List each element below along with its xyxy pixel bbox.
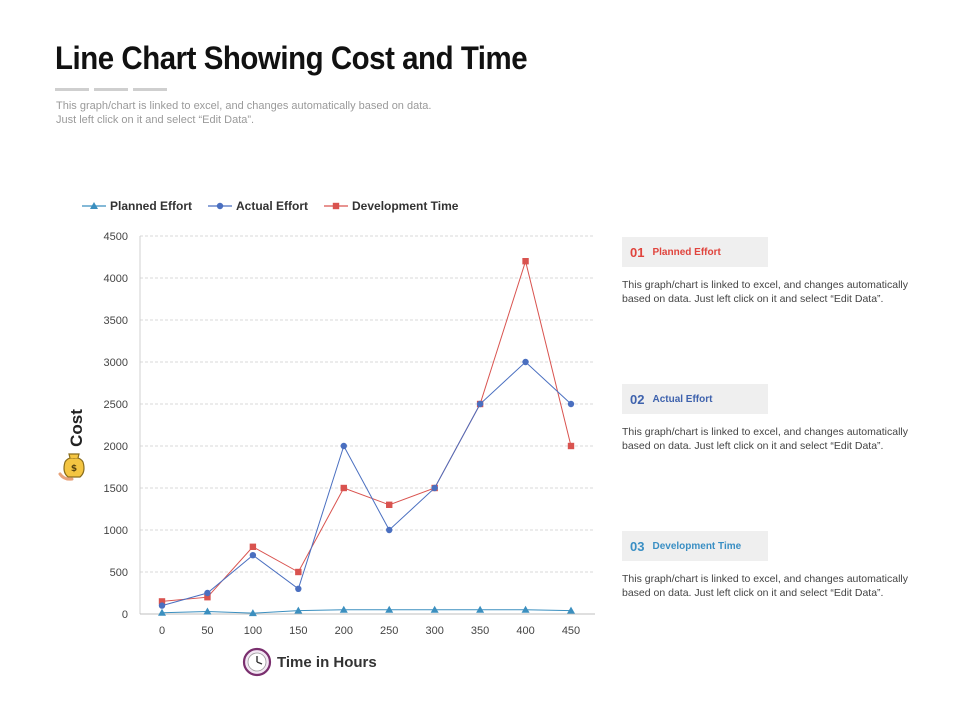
y-tick-label: 2000	[104, 441, 128, 453]
y-axis-label: Cost	[67, 409, 86, 447]
planned-effort-point	[203, 607, 212, 615]
chart-axes: 0 500 1000 1500 2000 2500 3000 3500 4000 4500 0 50 1…	[104, 231, 595, 637]
title-underline	[55, 88, 167, 91]
y-tick-label: 1500	[104, 483, 128, 495]
series-development-time	[158, 258, 575, 605]
legend-item-planned-effort: Planned Effort	[82, 199, 192, 213]
legend-item-development-time: Development Time	[324, 199, 459, 213]
planned-effort-point	[430, 605, 439, 613]
legend-marker	[216, 202, 224, 210]
note-title: Actual Effort	[652, 393, 713, 405]
note-header: 01 Planned Effort	[622, 237, 768, 267]
development-time-line	[161, 259, 572, 602]
note-header: 02 Actual Effort	[622, 384, 768, 414]
actual-effort-point	[295, 585, 302, 592]
y-tick-label: 4000	[104, 273, 128, 285]
y-tick-label: 4500	[104, 231, 128, 243]
legend-marker	[332, 202, 340, 210]
note-title: Development Time	[652, 540, 742, 552]
note-number: 03	[630, 538, 645, 554]
actual-effort-point	[522, 358, 529, 366]
note-text: This graph/chart is linked to excel, and…	[622, 279, 908, 305]
actual-effort-point	[386, 526, 393, 534]
subtitle-line-2: Just left click on it and select “Edit D…	[56, 114, 255, 126]
development-time-point	[249, 543, 257, 550]
x-tick-label: 250	[380, 625, 398, 637]
note-text: This graph/chart is linked to excel, and…	[622, 573, 908, 599]
chart-legend: Planned Effort Actual Effort Development T…	[82, 199, 459, 213]
chart-series	[158, 258, 575, 617]
series-planned-effort	[158, 605, 575, 617]
note-number: 02	[630, 391, 645, 407]
actual-effort-line	[161, 361, 572, 607]
x-tick-label: 450	[562, 625, 580, 637]
legend-label: Actual Effort	[236, 199, 308, 213]
y-tick-label: 1000	[104, 525, 128, 537]
planned-effort-point	[158, 608, 166, 616]
x-tick-label: 200	[335, 625, 353, 637]
development-time-point	[204, 594, 211, 601]
y-tick-label: 3000	[104, 357, 128, 369]
planned-effort-point	[567, 606, 575, 614]
actual-effort-point	[476, 400, 484, 408]
x-tick-label: 100	[244, 625, 262, 637]
planned-effort-point	[385, 605, 394, 613]
x-tick-label: 400	[516, 625, 534, 637]
x-tick-label: 50	[201, 625, 213, 637]
x-tick-label: 0	[159, 625, 165, 637]
clock-icon	[242, 647, 272, 677]
development-time-point	[158, 598, 166, 605]
development-time-point	[340, 484, 347, 492]
actual-effort-point	[567, 400, 575, 408]
chart-grid	[140, 235, 595, 573]
note-header: 03 Development Time	[622, 531, 768, 561]
note-planned-effort: 01 Planned Effort This graph/chart is li…	[622, 237, 912, 306]
planned-effort-point	[476, 605, 485, 613]
y-tick-label: 2500	[104, 399, 128, 411]
note-text: This graph/chart is linked to excel, and…	[622, 426, 908, 452]
y-tick-label: 3500	[104, 315, 128, 327]
x-tick-label: 300	[425, 625, 443, 637]
x-axis-label-group: Time in Hours	[242, 647, 377, 677]
series-actual-effort	[158, 358, 575, 609]
subtitle-line-1: This graph/chart is linked to excel, and…	[56, 100, 432, 112]
y-tick-label: 0	[122, 609, 128, 621]
note-title: Planned Effort	[652, 246, 721, 258]
legend-label: Development Time	[352, 199, 459, 213]
note-number: 01	[630, 244, 645, 260]
note-development-time: 03 Development Time This graph/chart is …	[622, 531, 912, 600]
x-axis-label: Time in Hours	[277, 654, 377, 671]
planned-effort-point	[521, 605, 530, 613]
planned-effort-line	[161, 609, 572, 614]
development-time-point	[567, 442, 575, 450]
actual-effort-point	[249, 552, 257, 559]
planned-effort-point	[248, 609, 257, 617]
development-time-point	[522, 258, 529, 265]
legend-item-actual-effort: Actual Effort	[208, 199, 308, 213]
note-actual-effort: 02 Actual Effort This graph/chart is lin…	[622, 384, 912, 453]
legend-label: Planned Effort	[110, 199, 192, 213]
x-tick-label: 150	[289, 625, 307, 637]
planned-effort-point	[339, 605, 348, 613]
x-tick-label: 350	[471, 625, 489, 637]
y-axis-label-group: Cost $	[58, 409, 86, 481]
legend-marker	[90, 202, 98, 209]
page-title: Line Chart Showing Cost and Time	[55, 40, 528, 76]
development-time-point	[295, 568, 302, 576]
actual-effort-point	[431, 484, 438, 492]
planned-effort-point	[294, 606, 303, 614]
actual-effort-point	[158, 602, 166, 609]
svg-text:$: $	[71, 464, 77, 474]
actual-effort-point	[340, 442, 347, 450]
page-subtitle: This graph/chart is linked to excel, and…	[56, 99, 496, 127]
actual-effort-point	[204, 589, 211, 597]
development-time-point	[386, 501, 393, 508]
y-tick-label: 500	[110, 567, 128, 579]
money-bag-icon: $	[58, 453, 85, 481]
